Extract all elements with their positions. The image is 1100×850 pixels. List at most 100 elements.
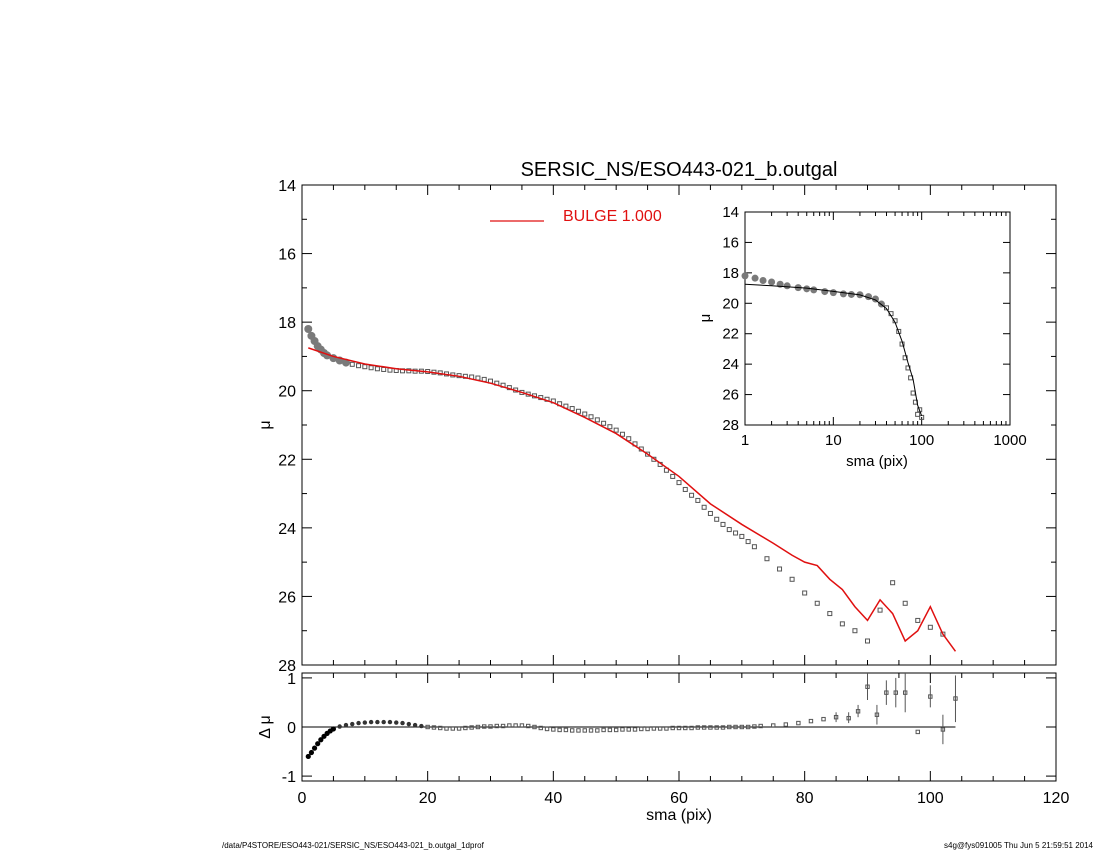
residual-x-axis-label: sma (pix) (646, 807, 712, 824)
main-data-point (739, 533, 745, 539)
residual-data-point (419, 723, 424, 729)
residual-data-point (928, 694, 933, 699)
inset-data-point (783, 282, 791, 290)
residual-data-point (884, 690, 889, 695)
inset-data-point (768, 278, 776, 286)
inset-x-tick-label: 1 (741, 432, 749, 449)
residual-data-point (874, 712, 880, 717)
residual-data-point (305, 753, 311, 760)
main-data-point (915, 617, 921, 623)
inset-data-point (839, 290, 847, 298)
residual-data-point (318, 737, 324, 743)
main-data-point (764, 556, 770, 562)
residual-data-point (343, 722, 349, 728)
residual-data-point (425, 724, 430, 730)
residual-data-point (356, 720, 361, 726)
residual-data-point (783, 722, 789, 727)
residual-data-point (701, 725, 707, 730)
main-data-points (304, 325, 946, 644)
residual-x-tick-label: 20 (419, 790, 437, 807)
inset-y-tick-label: 28 (722, 417, 739, 434)
inset-y-axis-label: μ (697, 314, 714, 323)
main-data-point (381, 366, 387, 372)
residual-data-point (953, 696, 958, 701)
residual-data-point (733, 724, 738, 730)
inset-data-point (829, 289, 837, 297)
main-data-point (827, 611, 833, 617)
main-data-point (676, 480, 682, 486)
inset-data-points (741, 272, 925, 420)
residual-data-point (676, 725, 682, 731)
residual-data-point (940, 727, 946, 732)
residual-data-point (708, 725, 713, 730)
residual-data-point (412, 722, 418, 728)
residual-data-point (488, 724, 493, 729)
main-data-point (927, 624, 933, 630)
residual-data-point (311, 745, 318, 751)
residual-data-point (330, 726, 337, 732)
main-data-point (726, 527, 732, 533)
residual-data-point (670, 725, 675, 731)
inset-data-point (803, 285, 811, 293)
main-y-tick-label: 22 (278, 452, 296, 469)
residual-x-tick-label: 100 (917, 790, 944, 807)
main-data-point (349, 361, 355, 367)
residual-y-tick-label: 1 (287, 671, 296, 688)
inset-data-point (810, 286, 818, 294)
residual-data-point (745, 724, 751, 730)
inset-x-tick-label: 1000 (993, 432, 1026, 449)
residual-data-point (544, 726, 550, 732)
main-data-point (594, 417, 600, 423)
residual-data-point (632, 727, 638, 732)
residual-x-tick-label: 120 (1043, 790, 1070, 807)
residual-data-point (368, 719, 374, 725)
inset-data-point (751, 274, 759, 282)
residual-data-point (796, 720, 801, 726)
legend-label: BULGE 1.000 (563, 208, 662, 225)
main-data-point (626, 436, 632, 442)
residual-data-point (482, 724, 487, 729)
residual-data-point (595, 728, 600, 733)
main-y-tick-label: 26 (278, 589, 296, 606)
residual-data-point (846, 715, 851, 721)
main-data-point (745, 539, 751, 545)
residual-data-point (551, 727, 556, 732)
residual-data-point (833, 714, 839, 720)
main-data-point (877, 607, 883, 613)
residual-data-point (821, 716, 826, 722)
inset-data-point (910, 390, 916, 396)
main-data-point (601, 420, 607, 426)
residual-data-point (519, 723, 525, 728)
residual-data-point (438, 725, 443, 731)
main-y-tick-label: 14 (278, 178, 296, 195)
residual-y-tick-label: 0 (287, 720, 296, 737)
main-data-point (802, 590, 808, 596)
residual-data-point (450, 726, 456, 731)
main-data-point (356, 363, 362, 369)
main-data-point (619, 431, 625, 437)
residual-data-point (308, 749, 315, 756)
inset-axis-ticks: 14 16 18 20 22 24 26 281 10 100 1000 (722, 204, 1026, 449)
residual-data-point (903, 690, 908, 695)
residual-data-point (720, 725, 726, 730)
main-data-point (682, 486, 688, 492)
residual-data-point (456, 726, 462, 731)
footer-timestamp: s4g@fys091005 Thu Jun 5 21:59:51 2014 (944, 841, 1094, 850)
residual-data-point (444, 726, 449, 731)
main-model-line (308, 347, 957, 652)
residual-data-point (865, 684, 870, 689)
residual-x-tick-label: 60 (670, 790, 688, 807)
chart-title: SERSIC_NS/ESO443-021_b.outgal (521, 159, 838, 181)
main-data-point (695, 497, 701, 503)
residual-data-point (613, 727, 619, 733)
residual-data-point (315, 741, 321, 747)
inset-y-tick-label: 14 (722, 204, 739, 221)
residual-data-point (893, 690, 898, 695)
residual-data-point (475, 724, 481, 730)
residual-data-point (381, 719, 386, 725)
inset-data-point (821, 288, 829, 296)
residual-data-point (507, 723, 512, 728)
main-data-point (751, 544, 757, 550)
residual-data-point (771, 723, 776, 728)
